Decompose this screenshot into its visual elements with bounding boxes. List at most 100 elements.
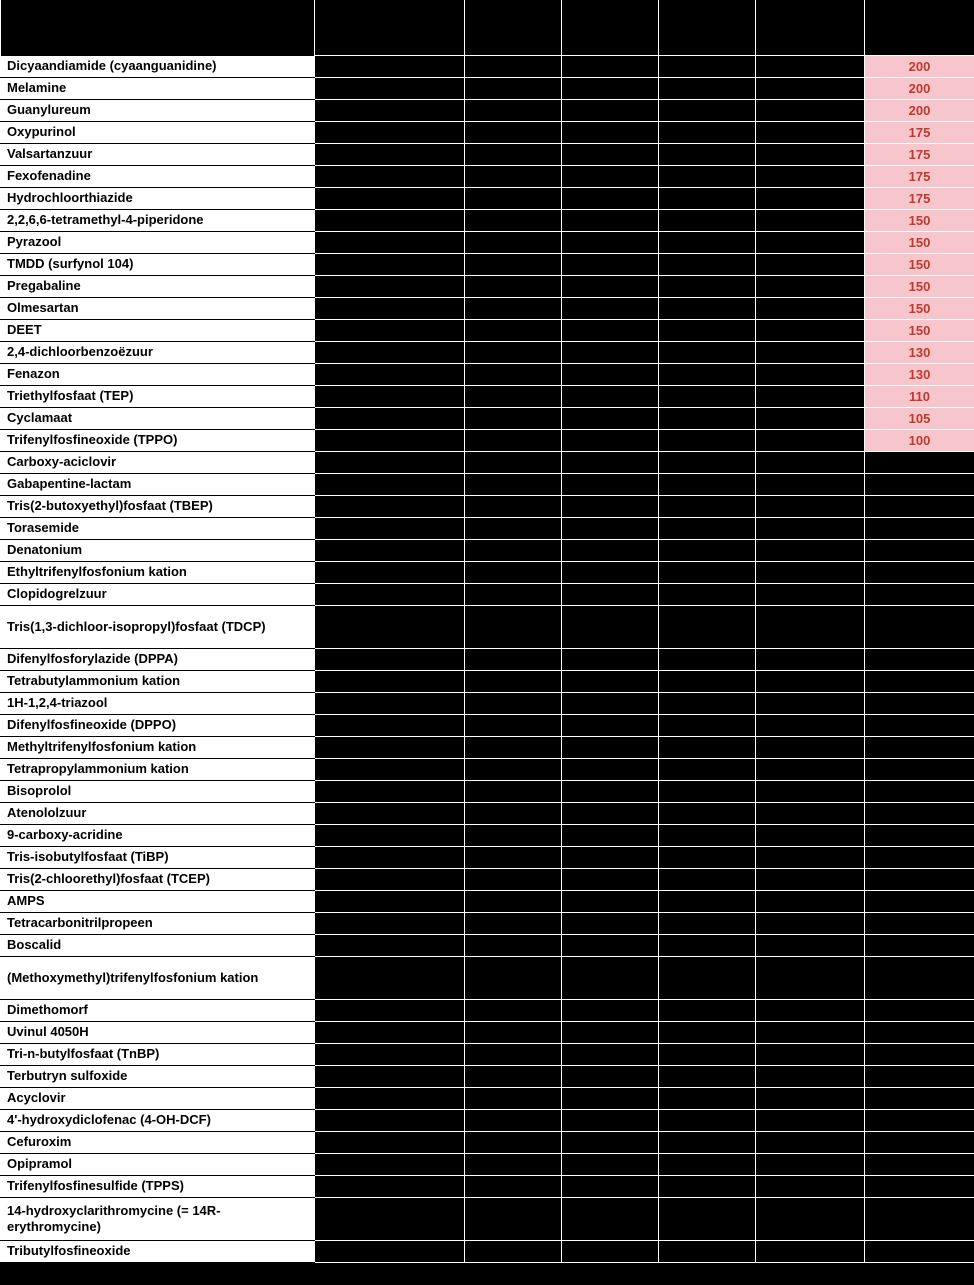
blank-cell: [465, 802, 562, 824]
data-table: Dicyaandiamide (cyaanguanidine)200Melami…: [0, 0, 974, 1263]
value-cell: [865, 824, 974, 846]
blank-cell: [756, 539, 865, 561]
table-row: Trifenylfosfineoxide (TPPO)100: [1, 429, 974, 451]
blank-cell: [756, 407, 865, 429]
blank-cell: [756, 648, 865, 670]
header-col-f: [865, 0, 974, 55]
value-cell: 200: [865, 99, 974, 121]
compound-name: Difenylfosforylazide (DPPA): [1, 648, 315, 670]
blank-cell: [315, 341, 465, 363]
table-row: 2,2,6,6-tetramethyl-4-piperidone150: [1, 209, 974, 231]
table-row: Tetrabutylammonium kation: [1, 670, 974, 692]
blank-cell: [465, 231, 562, 253]
compound-name: AMPS: [1, 890, 315, 912]
blank-cell: [562, 143, 659, 165]
blank-cell: [659, 605, 756, 648]
blank-cell: [659, 55, 756, 77]
blank-cell: [315, 231, 465, 253]
blank-cell: [756, 55, 865, 77]
compound-name: Bisoprolol: [1, 780, 315, 802]
blank-cell: [756, 1043, 865, 1065]
table-row: Denatonium: [1, 539, 974, 561]
value-cell: [865, 517, 974, 539]
blank-cell: [756, 429, 865, 451]
table-row: Dicyaandiamide (cyaanguanidine)200: [1, 55, 974, 77]
blank-cell: [465, 714, 562, 736]
table-row: Difenylfosforylazide (DPPA): [1, 648, 974, 670]
compound-name: TMDD (surfynol 104): [1, 253, 315, 275]
value-cell: 130: [865, 341, 974, 363]
blank-cell: [465, 407, 562, 429]
compound-name: 2,2,6,6-tetramethyl-4-piperidone: [1, 209, 315, 231]
blank-cell: [756, 736, 865, 758]
compound-name: Fenazon: [1, 363, 315, 385]
blank-cell: [562, 824, 659, 846]
blank-cell: [562, 451, 659, 473]
blank-cell: [562, 956, 659, 999]
blank-cell: [756, 275, 865, 297]
table-row: Terbutryn sulfoxide: [1, 1065, 974, 1087]
blank-cell: [465, 429, 562, 451]
blank-cell: [465, 77, 562, 99]
value-cell: [865, 670, 974, 692]
blank-cell: [465, 736, 562, 758]
compound-name: Tris(2-butoxyethyl)fosfaat (TBEP): [1, 495, 315, 517]
value-cell: [865, 1109, 974, 1131]
table-row: 4'-hydroxydiclofenac (4-OH-DCF): [1, 1109, 974, 1131]
blank-cell: [315, 1087, 465, 1109]
blank-cell: [562, 561, 659, 583]
blank-cell: [659, 1043, 756, 1065]
table-row: 1H-1,2,4-triazool: [1, 692, 974, 714]
blank-cell: [756, 1153, 865, 1175]
compound-name: Cyclamaat: [1, 407, 315, 429]
blank-cell: [659, 648, 756, 670]
blank-cell: [465, 55, 562, 77]
blank-cell: [315, 934, 465, 956]
compound-name: Difenylfosfineoxide (DPPO): [1, 714, 315, 736]
blank-cell: [465, 99, 562, 121]
value-cell: [865, 846, 974, 868]
blank-cell: [756, 583, 865, 605]
table-row: Tetracarbonitrilpropeen: [1, 912, 974, 934]
compound-name: Valsartanzuur: [1, 143, 315, 165]
table-row: (Methoxymethyl)trifenylfosfonium kation: [1, 956, 974, 999]
value-cell: 150: [865, 297, 974, 319]
blank-cell: [562, 1087, 659, 1109]
blank-cell: [659, 561, 756, 583]
table-row: Uvinul 4050H: [1, 1021, 974, 1043]
blank-cell: [315, 890, 465, 912]
blank-cell: [756, 1109, 865, 1131]
table-row: Atenololzuur: [1, 802, 974, 824]
blank-cell: [562, 1197, 659, 1240]
blank-cell: [315, 473, 465, 495]
blank-cell: [562, 407, 659, 429]
blank-cell: [315, 143, 465, 165]
blank-cell: [562, 1153, 659, 1175]
blank-cell: [756, 692, 865, 714]
blank-cell: [659, 583, 756, 605]
blank-cell: [756, 999, 865, 1021]
compound-name: DEET: [1, 319, 315, 341]
value-cell: 175: [865, 143, 974, 165]
compound-name: Dicyaandiamide (cyaanguanidine): [1, 55, 315, 77]
table-row: Opipramol: [1, 1153, 974, 1175]
blank-cell: [315, 561, 465, 583]
blank-cell: [562, 736, 659, 758]
blank-cell: [659, 99, 756, 121]
value-cell: [865, 758, 974, 780]
value-cell: [865, 1153, 974, 1175]
blank-cell: [659, 539, 756, 561]
blank-cell: [756, 868, 865, 890]
blank-cell: [315, 1197, 465, 1240]
blank-cell: [562, 1109, 659, 1131]
blank-cell: [756, 846, 865, 868]
value-cell: 175: [865, 187, 974, 209]
blank-cell: [756, 1131, 865, 1153]
value-cell: 150: [865, 231, 974, 253]
compound-name: Tris(2-chloorethyl)fosfaat (TCEP): [1, 868, 315, 890]
table-row: Tris(2-chloorethyl)fosfaat (TCEP): [1, 868, 974, 890]
blank-cell: [465, 561, 562, 583]
blank-cell: [562, 846, 659, 868]
blank-cell: [315, 780, 465, 802]
blank-cell: [659, 692, 756, 714]
